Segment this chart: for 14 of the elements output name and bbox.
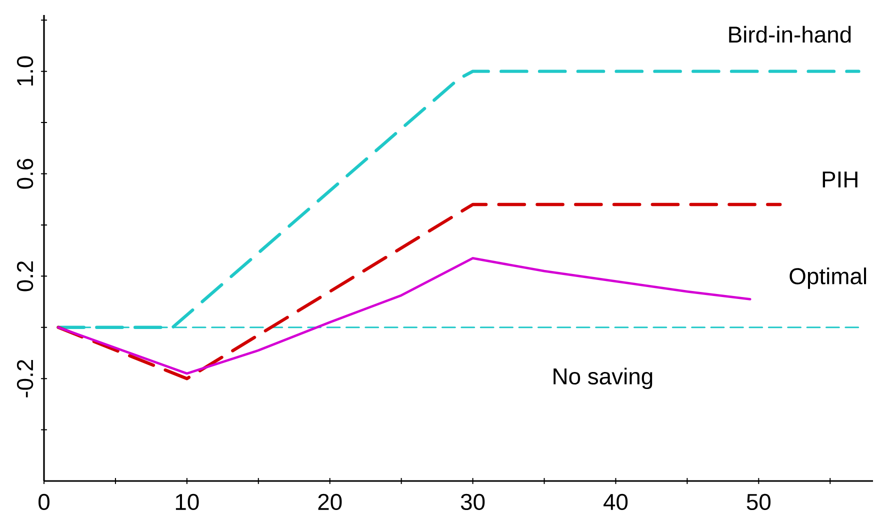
series-label: No saving <box>554 368 652 390</box>
y-tick-label: 1.0 <box>16 56 34 86</box>
x-tick-label: 10 <box>176 494 199 510</box>
x-tick-label: 30 <box>460 494 485 510</box>
x-tick-label: 20 <box>318 494 342 510</box>
y-tick-label: 0.2 <box>16 261 34 292</box>
y-tick-label: 0.6 <box>16 158 34 189</box>
text: PIH <box>822 172 858 188</box>
y-tick-label: -0.2 <box>16 360 34 398</box>
series-label: Bird-in-hand <box>729 26 851 43</box>
x-tick-label: 0 <box>38 494 50 510</box>
series-label: Optimal <box>790 268 866 289</box>
x-tick-label: 40 <box>604 494 628 510</box>
x-tick-label: 50 <box>746 494 771 510</box>
